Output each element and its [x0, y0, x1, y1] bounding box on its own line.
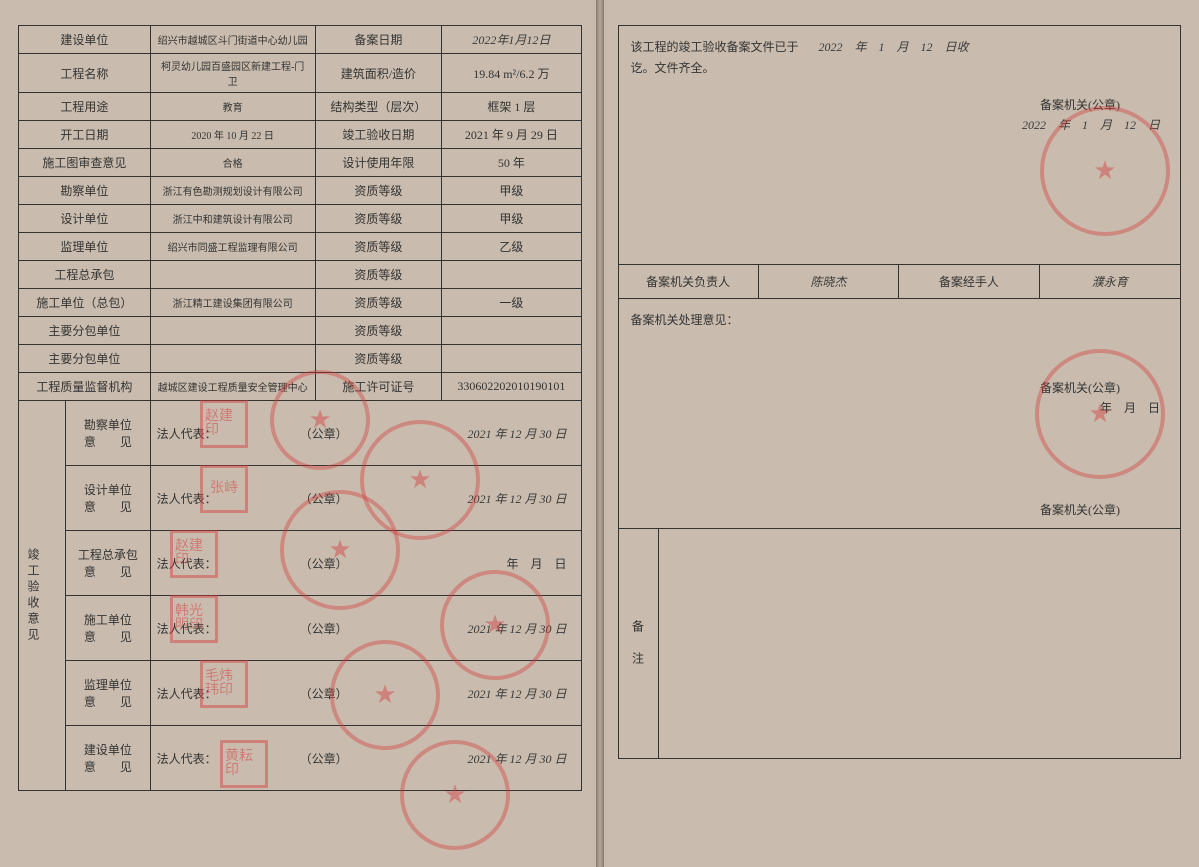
seal-date-1: 2022 年 1 月 12 日: [1022, 116, 1160, 133]
info-key2-3: 竣工验收日期: [315, 121, 442, 149]
opinion-label-1: 设计单位 意 见: [66, 466, 151, 531]
info-val2-6: 甲级: [442, 205, 581, 233]
seal-date-2: 年 月 日: [1100, 399, 1160, 416]
book-spine: [596, 0, 604, 867]
info-val-7: 绍兴市同盛工程监理有限公司: [150, 233, 315, 261]
info-val-8: [150, 261, 315, 289]
info-val2-11: [442, 345, 581, 373]
info-key-5: 勘察单位: [19, 177, 151, 205]
opinion-label-2: 工程总承包 意 见: [66, 531, 151, 596]
info-key2-2: 结构类型（层次）: [315, 93, 442, 121]
info-key-12: 工程质量监督机构: [19, 373, 151, 401]
right-page: 该工程的竣工验收备案文件已于 2022 年 1 月 12 日收 讫。文件齐全。 …: [600, 0, 1199, 867]
info-val-6: 浙江中和建筑设计有限公司: [150, 205, 315, 233]
info-key2-8: 资质等级: [315, 261, 442, 289]
opinion-label-4: 监理单位 意 见: [66, 661, 151, 726]
info-key-0: 建设单位: [19, 26, 151, 54]
opinion-cell-5: 法人代表： （公章） 2021 年 12 月 30 日: [150, 726, 581, 791]
opinion-cell-1: 法人代表： （公章） 2021 年 12 月 30 日: [150, 466, 581, 531]
info-key-8: 工程总承包: [19, 261, 151, 289]
info-val-3: 2020 年 10 月 22 日: [150, 121, 315, 149]
info-val-2: 教育: [150, 93, 315, 121]
info-key-6: 设计单位: [19, 205, 151, 233]
right-bottom-box: 备 注: [618, 529, 1182, 759]
right-top-box: 该工程的竣工验收备案文件已于 2022 年 1 月 12 日收 讫。文件齐全。 …: [618, 25, 1182, 265]
info-key2-10: 资质等级: [315, 317, 442, 345]
info-key2-0: 备案日期: [315, 26, 442, 54]
info-val-12: 越城区建设工程质量安全管理中心: [150, 373, 315, 401]
mid-label: 备案机关处理意见：: [631, 311, 1169, 328]
signer-row: 备案机关负责人 陈晓杰 备案经手人 濮永育: [618, 265, 1182, 299]
opinion-cell-3: 法人代表： （公章） 2021 年 12 月 30 日: [150, 596, 581, 661]
remark-content: [659, 529, 1181, 758]
right-mid-box: 备案机关处理意见： 备案机关(公章) 年 月 日 备案机关(公章): [618, 299, 1182, 529]
info-key-1: 工程名称: [19, 54, 151, 93]
info-val2-12: 330602202010190101: [442, 373, 581, 401]
info-key-3: 开工日期: [19, 121, 151, 149]
opinion-cell-4: 法人代表： （公章） 2021 年 12 月 30 日: [150, 661, 581, 726]
info-val-5: 浙江有色勘测规划设计有限公司: [150, 177, 315, 205]
info-key-7: 监理单位: [19, 233, 151, 261]
seal-label-3: 备案机关(公章): [1040, 501, 1120, 518]
info-key2-5: 资质等级: [315, 177, 442, 205]
info-val2-8: [442, 261, 581, 289]
info-val-0: 绍兴市越城区斗门街道中心幼儿园: [150, 26, 315, 54]
info-val-11: [150, 345, 315, 373]
info-val2-0: 2022年1月12日: [442, 26, 581, 54]
info-val2-1: 19.84 m²/6.2 万: [442, 54, 581, 93]
seal-label-1: 备案机关(公章): [1040, 96, 1120, 113]
opinion-cell-2: 法人代表： （公章） 年 月 日: [150, 531, 581, 596]
info-val-10: [150, 317, 315, 345]
info-key2-11: 资质等级: [315, 345, 442, 373]
info-key2-1: 建筑面积/造价: [315, 54, 442, 93]
info-key-9: 施工单位（总包）: [19, 289, 151, 317]
opinion-label-3: 施工单位 意 见: [66, 596, 151, 661]
info-val2-3: 2021 年 9 月 29 日: [442, 121, 581, 149]
info-key2-4: 设计使用年限: [315, 149, 442, 177]
top-text-2: 讫。文件齐全。: [631, 59, 1169, 76]
info-val2-2: 框架 1 层: [442, 93, 581, 121]
opinion-label-0: 勘察单位 意 见: [66, 401, 151, 466]
info-val2-7: 乙级: [442, 233, 581, 261]
signer-label-2: 备案经手人: [899, 265, 1039, 298]
remark-label: 备 注: [619, 529, 659, 758]
info-key-10: 主要分包单位: [19, 317, 151, 345]
info-val2-5: 甲级: [442, 177, 581, 205]
info-val2-4: 50 年: [442, 149, 581, 177]
seal-label-2: 备案机关(公章): [1040, 379, 1120, 396]
signer-name-1: 陈晓杰: [759, 265, 899, 298]
info-val2-10: [442, 317, 581, 345]
signer-label-1: 备案机关负责人: [619, 265, 759, 298]
opinion-header: 竣工验收意见: [19, 401, 66, 791]
opinion-cell-0: 法人代表： （公章） 2021 年 12 月 30 日: [150, 401, 581, 466]
top-date-received: 2022 年 1 月 12 日收: [819, 38, 969, 55]
opinion-label-5: 建设单位 意 见: [66, 726, 151, 791]
info-key2-12: 施工许可证号: [315, 373, 442, 401]
info-val-4: 合格: [150, 149, 315, 177]
signer-name-2: 濮永育: [1040, 265, 1180, 298]
left-page: 建设单位绍兴市越城区斗门街道中心幼儿园备案日期2022年1月12日工程名称柯灵幼…: [0, 0, 600, 867]
info-key2-9: 资质等级: [315, 289, 442, 317]
info-table: 建设单位绍兴市越城区斗门街道中心幼儿园备案日期2022年1月12日工程名称柯灵幼…: [18, 25, 582, 791]
info-key2-7: 资质等级: [315, 233, 442, 261]
info-val-1: 柯灵幼儿园百盛园区新建工程-门卫: [150, 54, 315, 93]
top-text-1: 该工程的竣工验收备案文件已于: [631, 38, 799, 55]
info-key2-6: 资质等级: [315, 205, 442, 233]
info-key-2: 工程用途: [19, 93, 151, 121]
info-key-4: 施工图审查意见: [19, 149, 151, 177]
info-val2-9: 一级: [442, 289, 581, 317]
info-key-11: 主要分包单位: [19, 345, 151, 373]
info-val-9: 浙江精工建设集团有限公司: [150, 289, 315, 317]
